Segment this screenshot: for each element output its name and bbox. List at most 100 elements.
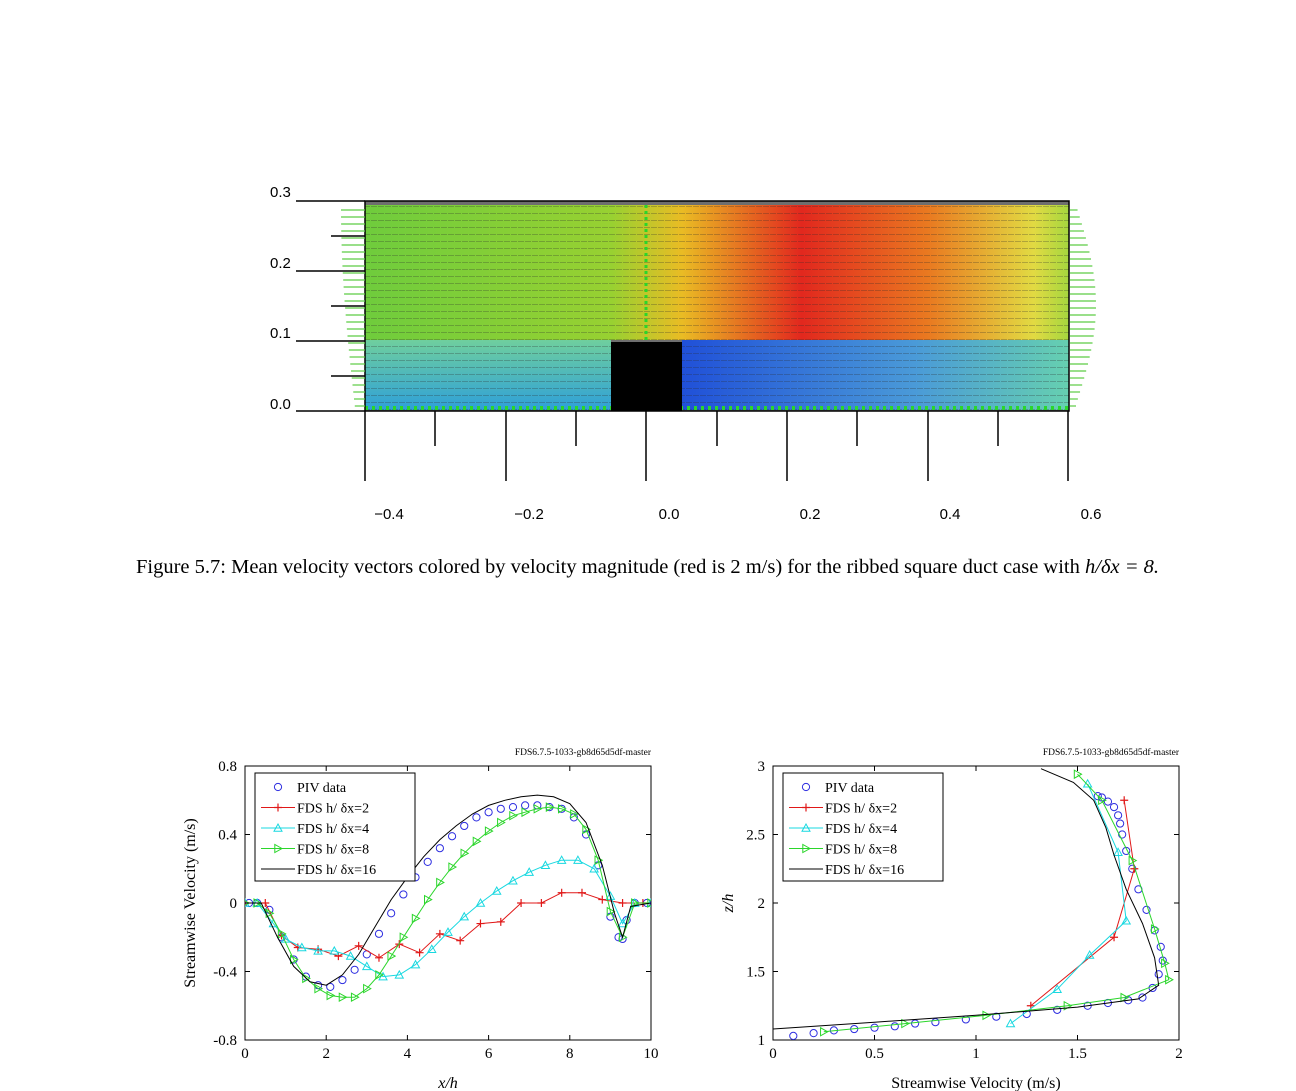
- y-tick-label: -0.4: [213, 965, 237, 981]
- caption-label: Figure 5.7:: [136, 556, 226, 578]
- x-tick-label: 0.2: [800, 506, 821, 523]
- y-tick-label: 0.8: [218, 759, 237, 775]
- data-point: [545, 802, 555, 812]
- inlet-profile-arrows: [341, 209, 365, 407]
- data-point: [415, 948, 424, 957]
- y-tick-label: 1: [758, 1033, 766, 1049]
- x-tick-label: 0: [241, 1046, 249, 1062]
- data-point: [326, 982, 335, 992]
- data-point: [581, 830, 591, 839]
- data-point: [982, 1010, 992, 1021]
- velocity-vector-figure: 0.3 0.2 0.1 0.0 −0.4 −0.2 0.0 0.2 0.4 0.…: [270, 184, 1101, 523]
- rib-block: [611, 342, 682, 411]
- data-point: [1118, 830, 1127, 839]
- data-point: [313, 945, 323, 955]
- y-tick-label: 3: [758, 759, 766, 775]
- chart-legend: PIV data FDS h/ δx=2 FDS h/ δx=4 FDS h/ δx=…: [254, 772, 416, 882]
- data-point: [508, 803, 518, 812]
- data-point: [1114, 811, 1123, 820]
- vector-field: [341, 200, 1096, 412]
- data-point: [496, 917, 505, 926]
- y-tick-label: 2.5: [746, 828, 765, 844]
- data-point: [484, 826, 494, 836]
- legend-entry: FDS h/ δx=4: [825, 822, 897, 837]
- data-point: [329, 945, 340, 955]
- data-point: [801, 782, 811, 792]
- series-line: [773, 768, 1160, 1030]
- data-point: [557, 803, 567, 814]
- data-point: [350, 965, 359, 974]
- data-point: [870, 1023, 879, 1032]
- data-point: [387, 909, 396, 918]
- data-point: [1120, 992, 1130, 1003]
- data-point: [631, 898, 640, 908]
- x-tick-label: −0.4: [374, 506, 404, 523]
- data-point: [537, 899, 546, 907]
- data-point: [497, 817, 506, 828]
- data-point: [245, 900, 251, 906]
- y-tick-label: 2: [758, 896, 766, 912]
- legend-entry: FDS h/ δx=4: [297, 822, 369, 837]
- data-point: [1121, 915, 1132, 925]
- y-axis-label: z/h: [720, 894, 737, 914]
- data-point: [802, 843, 812, 854]
- series-circle: [789, 792, 1167, 1040]
- series-plus: [1026, 796, 1139, 1010]
- series-line: [1010, 783, 1127, 1025]
- data-point: [448, 862, 458, 872]
- data-point: [540, 860, 551, 870]
- data-point: [338, 992, 348, 1003]
- data-point: [809, 1029, 818, 1038]
- data-point: [426, 944, 437, 953]
- data-point: [573, 855, 583, 864]
- data-point: [606, 912, 615, 921]
- data-point: [472, 836, 482, 847]
- y-axis-ticks: [296, 200, 365, 412]
- data-point: [509, 810, 518, 821]
- data-point: [274, 843, 284, 854]
- y-tick-label: 0.2: [270, 255, 291, 272]
- data-point: [517, 899, 526, 907]
- data-point: [589, 863, 600, 873]
- x-tick-label: 2: [1175, 1046, 1183, 1062]
- x-axis-ticks: [364, 411, 1069, 481]
- x-tick-label: 8: [566, 1046, 574, 1062]
- data-point: [326, 990, 336, 1001]
- data-point: [484, 808, 493, 817]
- data-point: [354, 941, 363, 950]
- x-tick-label: 0.5: [865, 1046, 884, 1062]
- data-point: [361, 961, 372, 971]
- data-point: [424, 894, 433, 905]
- data-point: [1128, 855, 1138, 866]
- data-point: [911, 1019, 920, 1028]
- data-point: [508, 875, 518, 885]
- data-point: [1098, 795, 1107, 806]
- data-point: [1093, 792, 1102, 801]
- data-point: [820, 1026, 829, 1037]
- data-point: [556, 855, 567, 864]
- legend-entry: PIV data: [297, 781, 347, 796]
- data-point: [1073, 769, 1083, 780]
- data-point: [992, 1012, 1001, 1021]
- series-line: [245, 859, 651, 978]
- data-point: [456, 936, 465, 945]
- y-axis-labels: 0.3 0.2 0.1 0.0: [270, 184, 291, 413]
- data-point: [273, 782, 283, 792]
- data-point: [617, 918, 628, 928]
- x-axis-label: Streamwise Velocity (m/s): [891, 1075, 1060, 1091]
- data-point: [605, 891, 616, 900]
- chart-legend: PIV data FDS h/ δx=2 FDS h/ δx=4 FDS h/ δx=…: [782, 772, 944, 882]
- data-point: [460, 821, 469, 831]
- data-point: [273, 822, 283, 832]
- data-point: [476, 919, 485, 928]
- data-point: [345, 951, 356, 960]
- x-tick-label: 0.0: [659, 506, 680, 523]
- data-point: [1154, 970, 1163, 979]
- data-point: [606, 906, 616, 917]
- series-line: [245, 794, 651, 986]
- data-point: [931, 1018, 940, 1027]
- y-tick-label: -0.8: [213, 1033, 237, 1049]
- data-point: [901, 1018, 910, 1029]
- legend-entry: FDS h/ δx=8: [297, 843, 369, 858]
- data-point: [350, 992, 360, 1003]
